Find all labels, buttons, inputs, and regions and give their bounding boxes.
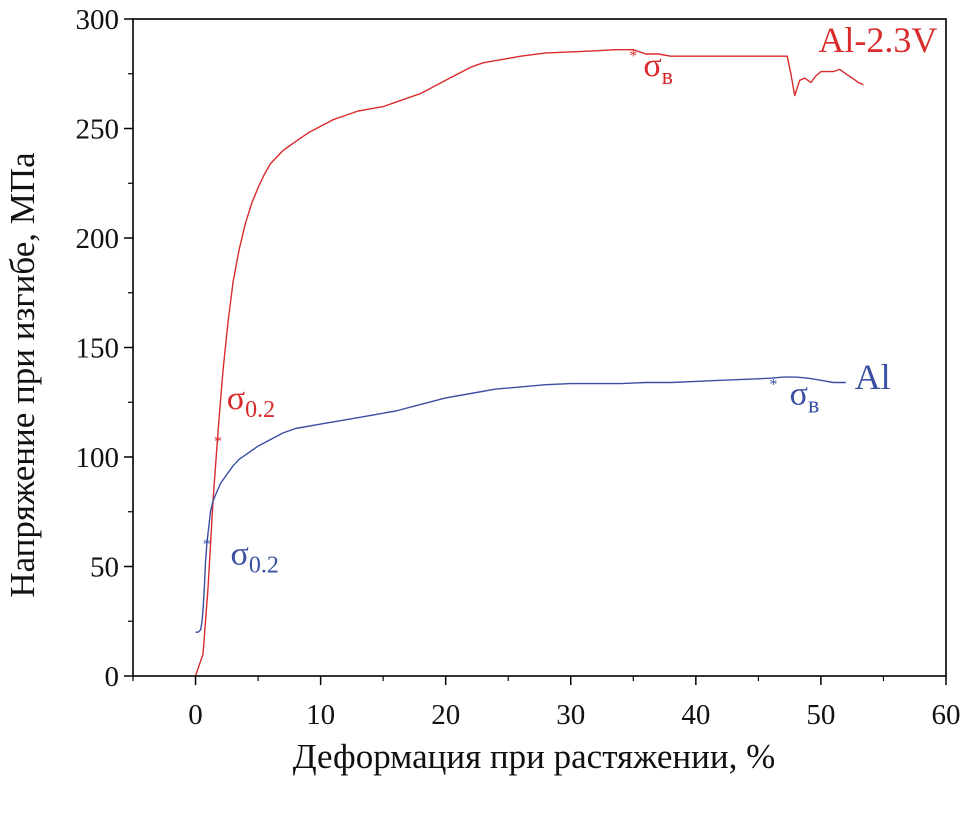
x-tick-label: 10 (306, 699, 335, 731)
series-layer (194, 49, 864, 677)
series-line-al (195, 376, 846, 633)
red-sigma-02-marker: * (214, 433, 222, 450)
series-line-al-2-3v (194, 49, 864, 677)
y-axis-label: Напряжение при изгибе, МПа (3, 152, 42, 598)
blue-sigma-b-label: σв (790, 375, 820, 418)
x-tick-label: 50 (806, 699, 835, 731)
blue-sigma-b-marker: * (769, 377, 777, 394)
red-sigma-b-label: σв (643, 47, 673, 90)
series-label-al: Al (855, 357, 891, 397)
y-tick-label: 250 (76, 114, 120, 146)
blue-sigma-02-label: σ0.2 (231, 535, 279, 578)
y-tick-label: 100 (76, 442, 120, 474)
x-tick-label: 40 (681, 699, 710, 731)
tick-layer: 0 10 20 30 40 50 60 0 50 100 150 200 250 300 (76, 4, 961, 731)
series-label-al-2-3v: Al-2.3V (818, 20, 937, 60)
x-tick-label: 20 (431, 699, 460, 731)
x-tick-label: 0 (188, 699, 203, 731)
y-tick-label: 0 (105, 661, 120, 693)
red-sigma-b-marker: * (629, 48, 637, 65)
blue-sigma-02-marker: * (203, 536, 211, 553)
red-sigma-02-label: σ0.2 (227, 380, 275, 423)
y-tick-label: 50 (90, 552, 119, 584)
y-tick-label: 300 (76, 4, 120, 36)
x-tick-label: 60 (932, 699, 961, 731)
annotation-layer: * σ0.2 * σв * σ0.2 * σв Al-2.3V Al (203, 20, 938, 578)
x-tick-label: 30 (556, 699, 585, 731)
y-tick-label: 200 (76, 223, 120, 255)
x-axis-label: Деформация при растяжении, % (293, 737, 775, 776)
y-tick-label: 150 (76, 333, 120, 365)
plot-frame (132, 18, 947, 677)
